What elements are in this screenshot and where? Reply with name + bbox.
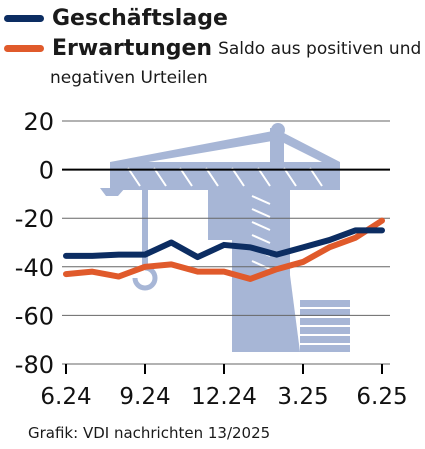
jib-truss (153, 167, 167, 187)
y-tick-label: -80 (15, 351, 54, 379)
x-axis-ticks: 6.24 9.24 12.24 3.25 6.25 (40, 364, 408, 410)
crane-cable (142, 188, 148, 268)
legend-item-geschaeftslage: Geschäftslage (4, 6, 228, 31)
y-tick-label: -60 (15, 302, 54, 330)
x-tick-label: 6.24 (40, 384, 91, 410)
jib-truss (231, 167, 245, 187)
tower-truss (251, 195, 271, 205)
crane-base (232, 275, 300, 352)
legend-note-line1: Saldo aus positiven und (218, 38, 422, 59)
jib-truss (257, 167, 271, 187)
jib-truss (309, 167, 323, 187)
tower-truss (251, 234, 271, 244)
series-lines (63, 217, 385, 282)
legend-swatch-erwartungen (4, 45, 44, 52)
tower-truss (251, 208, 271, 218)
tower-truss (251, 221, 271, 231)
credit-text: Grafik: VDI nachrichten 13/2025 (28, 424, 271, 442)
x-tick-label: 3.25 (277, 384, 328, 410)
crane-jib-end (100, 188, 125, 196)
y-tick-label: -20 (15, 205, 54, 233)
crane-mast-cap (271, 123, 285, 137)
crane-tie-left (110, 130, 278, 166)
legend-swatch-geschaeftslage (4, 15, 44, 22)
crane-hook (132, 265, 158, 291)
y-tick-label: -40 (15, 254, 54, 282)
series-line-erwartungen (63, 217, 385, 282)
grid-lines (62, 120, 390, 365)
y-tick-label: 20 (23, 108, 54, 136)
legend-label-geschaeftslage: Geschäftslage (52, 6, 228, 31)
jib-truss (283, 167, 297, 187)
construction-crane-icon (100, 123, 350, 352)
series-line-geschaeftslage (63, 227, 385, 261)
jib-truss (179, 167, 193, 187)
x-tick-label: 12.24 (191, 384, 257, 410)
crane-mast-top (270, 128, 284, 164)
y-axis-ticks: 20 0 -20 -40 -60 -80 (15, 108, 54, 379)
crane-tie-right (278, 130, 340, 166)
jib-truss (127, 167, 141, 187)
x-tick-label: 6.25 (356, 384, 407, 410)
x-tick-label: 9.24 (119, 384, 170, 410)
legend-note-line2: negativen Urteilen (50, 68, 208, 88)
legend-label-erwartungen: Erwartungen (52, 36, 213, 61)
legend-item-erwartungen: Erwartungen Saldo aus positiven und (4, 36, 421, 61)
jib-truss (205, 167, 219, 187)
tower-truss (251, 260, 271, 270)
y-tick-label: 0 (39, 157, 54, 185)
crane-jib (110, 162, 340, 190)
crane-cab (208, 190, 238, 240)
